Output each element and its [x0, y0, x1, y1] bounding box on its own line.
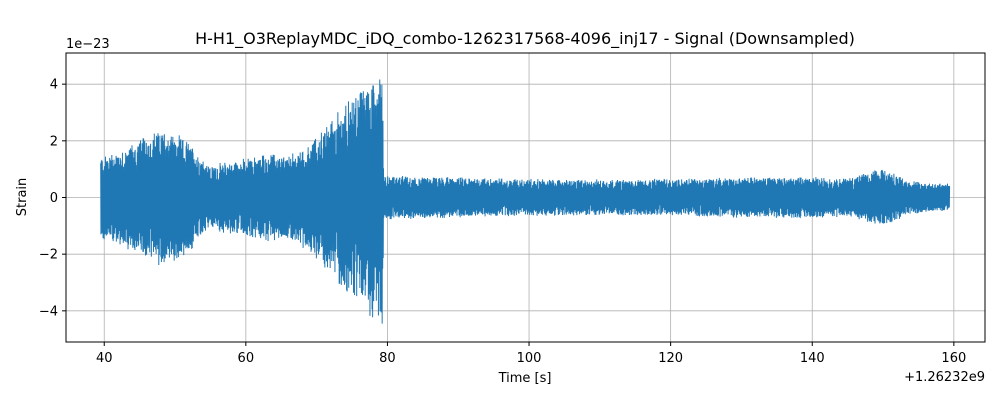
- chart-title: H-H1_O3ReplayMDC_iDQ_combo-1262317568-40…: [195, 29, 855, 49]
- y-tick-label: −4: [39, 304, 58, 319]
- y-tick-label: 4: [50, 78, 58, 93]
- x-offset-label: +1.26232e9: [904, 370, 985, 385]
- x-tick-label: 160: [941, 351, 966, 366]
- x-tick-label: 120: [658, 351, 683, 366]
- y-axis-ticks: −4 −2 0 2 4: [39, 78, 66, 319]
- y-scale-label: 1e−23: [66, 37, 110, 52]
- x-tick-label: 80: [379, 351, 396, 366]
- x-axis-ticks: 40 60 80 100 120 140 160: [96, 342, 966, 366]
- x-tick-label: 140: [800, 351, 825, 366]
- x-tick-label: 40: [96, 351, 113, 366]
- y-axis-label: Strain: [15, 178, 30, 217]
- x-tick-label: 60: [238, 351, 255, 366]
- x-axis-label: Time [s]: [498, 371, 552, 386]
- y-tick-label: −2: [39, 248, 58, 263]
- signal-series-line: [100, 79, 951, 324]
- y-tick-label: 2: [50, 134, 58, 149]
- y-tick-label: 0: [50, 191, 58, 206]
- x-tick-label: 100: [517, 351, 542, 366]
- signal-layer: [100, 79, 951, 324]
